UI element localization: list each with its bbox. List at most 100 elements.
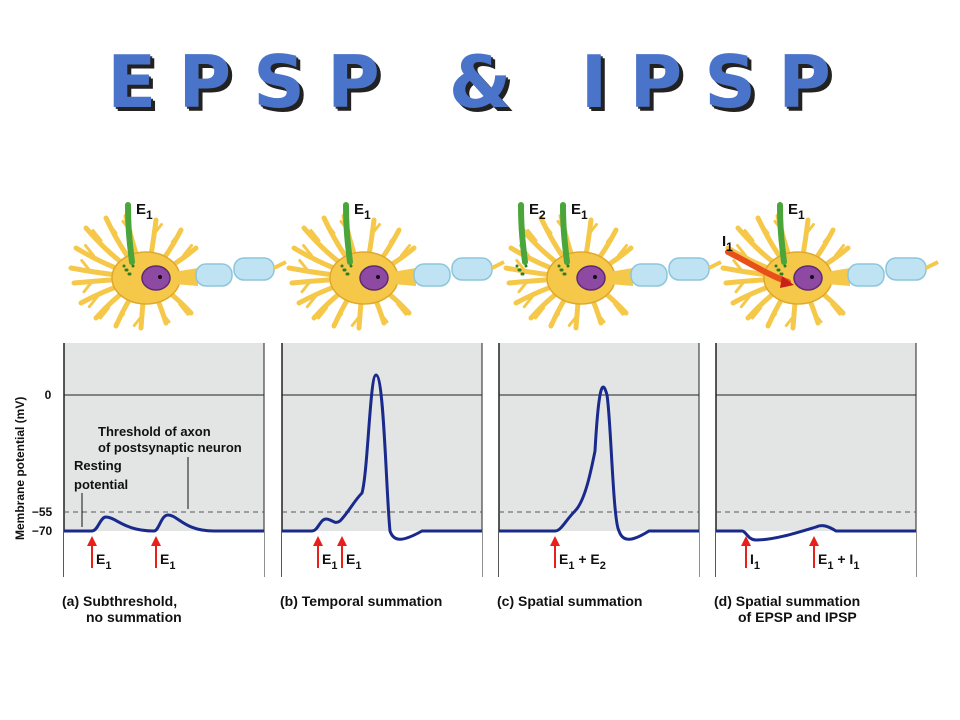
nucleus — [141, 265, 171, 291]
axon-hillock — [609, 268, 633, 286]
axon-hillock — [826, 268, 850, 286]
dendrite-branch — [114, 312, 125, 326]
threshold-label-line1: Threshold of axon — [98, 424, 211, 439]
dendrite-branch — [822, 230, 834, 244]
excitatory-fiber — [777, 202, 787, 265]
dendrite-branch — [743, 229, 755, 242]
dendrite-branch — [302, 244, 313, 257]
stimulus-label: E1 — [96, 551, 111, 572]
axon-end — [491, 260, 505, 270]
dendrite-branch — [758, 221, 770, 235]
axon-end — [708, 260, 722, 270]
stimulus-arrowhead — [741, 536, 751, 546]
input-label-E1: E1 — [571, 201, 588, 222]
neurotransmitter-dot — [131, 264, 135, 268]
dendrite-branch — [587, 223, 598, 236]
dendrite-branch — [377, 310, 389, 324]
input-label-E1: E1 — [788, 201, 805, 222]
dendrite-branch — [549, 312, 560, 326]
dendrite-branch — [370, 223, 381, 236]
dendrite-branch — [182, 244, 193, 257]
dendrite-branch — [300, 280, 312, 294]
panel-caption: (b) Temporal summation — [280, 593, 442, 609]
dendrite-branch — [84, 244, 95, 257]
myelin-sheath — [847, 263, 885, 287]
dendrite-branch — [732, 259, 744, 272]
neurotransmitter-dot — [779, 272, 783, 276]
dendrite-branch — [751, 306, 762, 320]
myelin-sheath — [233, 257, 275, 281]
neurotransmitter-dot — [562, 272, 566, 276]
panel-c: E2 E1 E1 + E2 (c) Spatial summation — [497, 201, 722, 609]
panel-caption: (a) Subthreshold, — [62, 593, 177, 609]
neurotransmitter-dot — [342, 268, 346, 272]
dendrite-branch — [617, 244, 628, 257]
neuron-illustration: E1 — [68, 201, 287, 331]
dendrite-branch — [91, 229, 103, 242]
excitatory-fiber — [125, 202, 135, 265]
stimulus-label: E1 — [160, 551, 175, 572]
neuron-illustration: E2 E1 — [503, 201, 722, 331]
dendrite-branch — [82, 280, 94, 294]
page-title: EPSP & IPSP — [107, 40, 853, 124]
panel-a: E1 E1 E1 (a) Subthreshold,no summation — [62, 201, 287, 625]
neurotransmitter-dot — [127, 272, 131, 276]
neuron-illustration: I1 E1 — [720, 201, 939, 331]
dendrite-branch — [605, 230, 617, 244]
neurotransmitter-dot — [340, 264, 344, 268]
neurotransmitter-dot — [559, 268, 563, 272]
dendrite-branch — [734, 280, 746, 294]
neurotransmitter-dot — [517, 268, 521, 272]
neurotransmitter-dot — [122, 264, 126, 268]
stimulus-arrowhead — [337, 536, 347, 546]
y-tick-70: −70 — [32, 524, 53, 538]
myelin-sheath — [630, 263, 668, 287]
stimulus-arrowhead — [87, 536, 97, 546]
stimulus-arrowhead — [313, 536, 323, 546]
stimulus-label: E1 + I1 — [818, 551, 859, 572]
y-axis-label: Membrane potential (mV) — [13, 397, 27, 540]
nucleolus — [810, 275, 814, 279]
stimulus-label: E1 — [346, 551, 361, 572]
axon-hillock — [174, 268, 198, 286]
membrane-potential-trace — [716, 524, 916, 542]
axon-hillock — [392, 268, 416, 286]
dendrite-branch — [159, 310, 171, 324]
below-rest-area — [64, 531, 264, 577]
dendrite-branch — [522, 295, 534, 309]
myelin-sheath — [451, 257, 493, 281]
neurotransmitter-dot — [515, 264, 519, 268]
dendrite-branch — [736, 244, 747, 257]
dendrite-branch — [811, 310, 823, 324]
input-label-E2: E2 — [529, 201, 546, 222]
dendrite-branch — [534, 306, 545, 320]
threshold-label-line2: of postsynaptic neuron — [98, 440, 242, 455]
resting-label-line2: potential — [74, 477, 128, 492]
myelin-sheath — [885, 257, 927, 281]
neurotransmitter-dot — [776, 268, 780, 272]
dendrite-branch — [517, 280, 529, 294]
dendrite-branch — [80, 259, 92, 272]
excitatory-fiber — [560, 202, 570, 265]
dendrite-branch — [170, 230, 182, 244]
neurotransmitter-dot — [345, 272, 349, 276]
input-label-E1: E1 — [136, 201, 153, 222]
dendrite-branch — [834, 244, 845, 257]
dendrite-branch — [515, 259, 527, 272]
dendrite-branch — [830, 302, 842, 316]
nucleus — [793, 265, 823, 291]
resting-label-line1: Resting — [74, 458, 122, 473]
stimulus-arrowhead — [151, 536, 161, 546]
dendrite-branch — [87, 295, 99, 309]
dendrite-branch — [567, 314, 579, 327]
myelin-sheath — [195, 263, 233, 287]
stimulus-label: E1 — [322, 551, 337, 572]
dendrite-branch — [298, 259, 310, 272]
dendrite-branch — [613, 302, 625, 316]
input-label-E1: E1 — [354, 201, 371, 222]
axon-end — [925, 260, 939, 270]
dendrite-branch — [132, 314, 144, 327]
panel-b: E1 E1 E1 (b) Temporal summation — [280, 201, 505, 609]
stimulus-label: E1 + E2 — [559, 551, 606, 572]
